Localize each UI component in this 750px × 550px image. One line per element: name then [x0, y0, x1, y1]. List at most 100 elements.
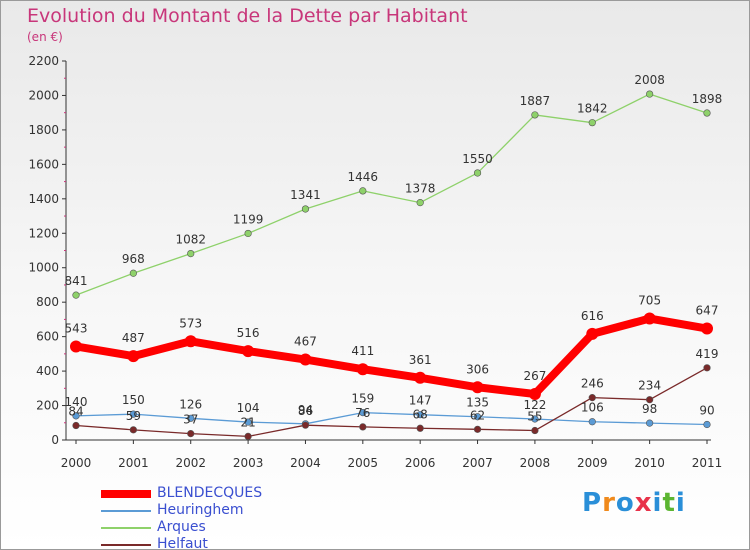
data-label: 1842 — [577, 102, 608, 116]
legend-swatch — [101, 527, 151, 529]
data-label: 1446 — [348, 170, 379, 184]
data-label: 267 — [523, 369, 546, 383]
data-label: 21 — [240, 415, 255, 429]
data-point — [528, 388, 541, 401]
data-point — [586, 327, 599, 340]
data-point — [244, 418, 252, 426]
data-label: 86 — [298, 404, 313, 418]
x-tick-label: 2003 — [233, 456, 264, 470]
data-point — [129, 269, 137, 277]
y-tick-label: 1600 — [28, 157, 59, 171]
data-point — [127, 350, 140, 363]
data-label: 419 — [696, 347, 719, 361]
data-label: 1378 — [405, 182, 436, 196]
data-point — [72, 421, 80, 430]
data-point — [184, 335, 197, 348]
chart-title: Evolution du Montant de la Dette par Hab… — [27, 5, 468, 27]
data-label: 150 — [122, 393, 145, 407]
y-tick-label: 400 — [36, 364, 59, 378]
data-point — [301, 205, 310, 213]
logo-letter: r — [602, 488, 616, 518]
data-label: 516 — [237, 326, 260, 340]
data-label: 122 — [523, 398, 546, 412]
x-tick-label: 2009 — [577, 456, 608, 470]
data-label: 2008 — [634, 73, 665, 87]
legend-label: Arques — [157, 519, 206, 535]
data-point — [531, 111, 539, 119]
data-label: 1550 — [462, 152, 493, 166]
data-point — [187, 430, 195, 438]
data-point — [646, 396, 654, 404]
data-label: 59 — [126, 409, 141, 423]
data-point — [701, 322, 713, 335]
data-point — [299, 353, 312, 366]
legend-swatch — [101, 544, 151, 546]
logo-letter: i — [652, 488, 663, 518]
x-tick-label: 2000 — [61, 456, 92, 470]
y-tick-label: 1000 — [28, 261, 59, 275]
data-label: 106 — [581, 401, 604, 415]
data-point — [244, 432, 252, 440]
data-point — [244, 229, 252, 238]
data-point — [416, 424, 424, 432]
legend-swatch — [101, 490, 151, 498]
data-label: 94 — [298, 403, 313, 417]
x-tick-label: 2007 — [462, 456, 493, 470]
data-point — [359, 187, 367, 195]
x-tick-label: 2010 — [634, 456, 665, 470]
x-tick-label: 2005 — [348, 456, 379, 470]
data-point — [473, 169, 482, 177]
y-tick-label: 0 — [51, 433, 59, 447]
data-label: 968 — [122, 252, 145, 266]
data-point — [72, 412, 80, 420]
data-label: 90 — [699, 403, 714, 417]
x-tick-label: 2006 — [405, 456, 436, 470]
data-point — [356, 363, 369, 376]
data-point — [187, 414, 195, 422]
data-label: 126 — [179, 397, 202, 411]
data-point — [187, 250, 195, 258]
series-line — [75, 367, 708, 438]
data-label: 84 — [68, 405, 83, 419]
data-label: 573 — [179, 316, 202, 330]
data-label: 159 — [351, 392, 374, 406]
logo-letter: x — [634, 488, 653, 518]
series-line — [75, 314, 708, 399]
data-point — [414, 371, 427, 384]
data-label: 1341 — [290, 188, 321, 202]
legend-label: Helfaut — [157, 536, 208, 550]
data-point — [359, 423, 367, 431]
y-tick-label: 2000 — [28, 88, 59, 102]
data-label: 76 — [355, 406, 370, 420]
data-point — [646, 90, 654, 98]
data-label: 1898 — [692, 92, 723, 106]
y-tick-label: 1400 — [28, 192, 59, 206]
data-point — [416, 199, 424, 207]
data-label: 147 — [409, 394, 432, 408]
series-line — [75, 411, 708, 426]
data-label: 647 — [696, 304, 719, 318]
data-point — [471, 381, 484, 394]
data-point — [301, 421, 310, 429]
data-label: 306 — [466, 362, 489, 376]
data-point — [588, 418, 596, 426]
data-label: 616 — [581, 309, 604, 323]
legend-swatch — [101, 510, 151, 512]
data-point — [703, 364, 711, 372]
data-point — [643, 312, 656, 325]
data-point — [129, 426, 137, 434]
logo-letter: i — [675, 488, 686, 518]
data-label: 1887 — [520, 94, 551, 108]
data-point — [473, 413, 482, 421]
data-label: 705 — [638, 294, 661, 308]
data-point — [588, 394, 596, 402]
legend-label: BLENDECQUES — [157, 485, 263, 501]
proxiti-logo: Proxiti — [582, 488, 686, 518]
logo-letter: P — [582, 488, 603, 518]
data-label: 55 — [527, 410, 542, 424]
data-point — [703, 420, 711, 429]
series-line — [75, 93, 708, 296]
x-tick-label: 2008 — [520, 456, 551, 470]
